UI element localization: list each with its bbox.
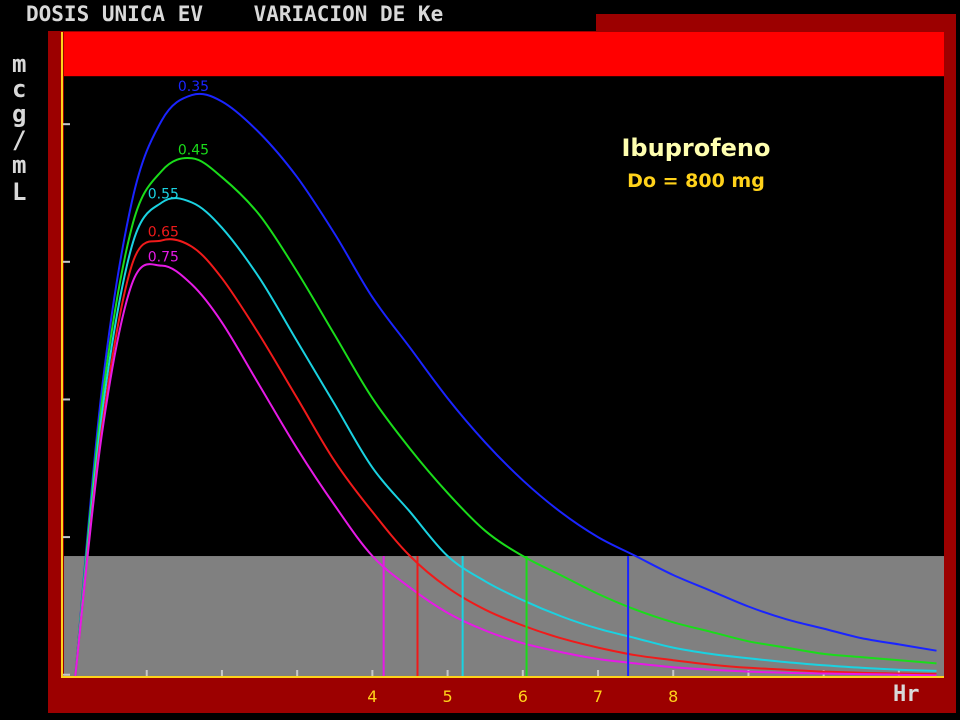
window-title: DOSIS UNICA EV VARIACION DE Ke — [26, 2, 443, 26]
series-line-0.55 — [74, 197, 937, 677]
series-label-0.55: 0.55 — [148, 186, 179, 202]
y-label-L: L — [12, 178, 26, 206]
toxic-band — [64, 32, 944, 77]
series-label-0.45: 0.45 — [178, 142, 209, 158]
x-axis-label: Hr — [893, 682, 920, 707]
y-label-slash: / — [12, 126, 26, 154]
x-tick-labels: 4 5 6 7 8 — [367, 687, 678, 706]
curves — [74, 92, 937, 677]
y-label-c: c — [12, 75, 26, 103]
series-label-0.35: 0.35 — [178, 79, 209, 95]
x-tick-label: 5 — [442, 687, 452, 706]
x-tick-label: 6 — [518, 687, 528, 706]
y-label-m1: m — [12, 50, 26, 78]
series-line-0.65 — [74, 238, 937, 677]
y-axis-ticks — [62, 123, 70, 676]
series-line-0.45 — [74, 157, 937, 677]
series-line-0.35 — [74, 92, 937, 677]
y-label-m2: m — [12, 151, 26, 179]
curve-labels: 0.35 0.45 0.55 0.65 0.75 — [148, 79, 209, 265]
y-label-g: g — [12, 100, 26, 128]
x-tick-label: 8 — [668, 687, 678, 706]
series-label-0.75: 0.75 — [148, 250, 179, 266]
cutoff-lines — [382, 556, 630, 677]
chart-title: Ibuprofeno — [622, 134, 771, 162]
series-label-0.65: 0.65 — [148, 224, 179, 240]
x-tick-label: 7 — [593, 687, 603, 706]
subtherapeutic-band — [64, 556, 944, 676]
x-tick-label: 4 — [367, 687, 377, 706]
series-line-0.75 — [74, 263, 937, 677]
chart-subtitle: Do = 800 mg — [627, 170, 765, 192]
y-axis-label: m c g / m L — [12, 50, 26, 206]
